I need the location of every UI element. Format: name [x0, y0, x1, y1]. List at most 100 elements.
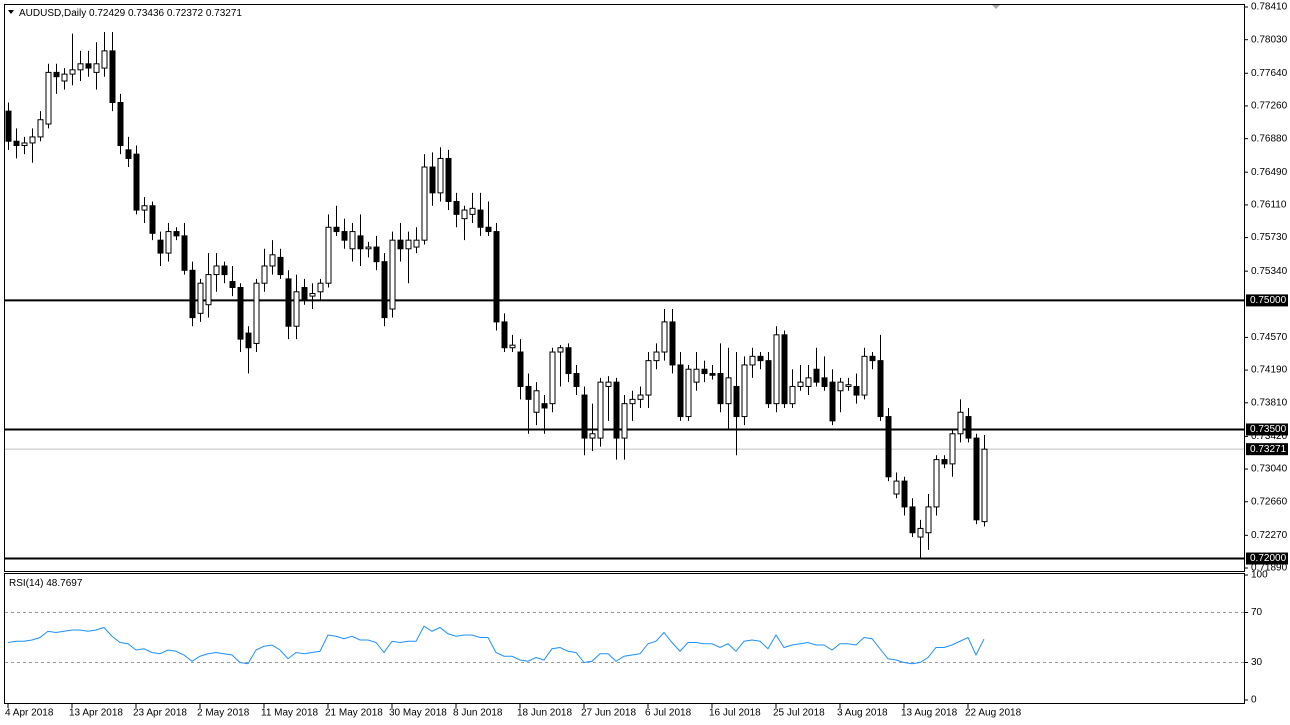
- candle-body: [389, 239, 396, 310]
- x-tick-label: 23 Apr 2018: [133, 708, 187, 719]
- candle-body: [533, 390, 540, 413]
- candle-body: [941, 459, 948, 465]
- candle-body: [581, 394, 588, 439]
- candle-body: [893, 480, 900, 495]
- x-tick-label: 2 May 2018: [197, 708, 250, 719]
- y-tick-label: 0.77260: [1251, 101, 1288, 112]
- x-tick-label: 22 Aug 2018: [965, 708, 1022, 719]
- candle-body: [605, 381, 612, 387]
- candle-body: [925, 506, 932, 534]
- candle-body: [293, 291, 300, 327]
- candle-body: [661, 321, 668, 353]
- candle-body: [173, 231, 180, 237]
- candle-body: [357, 235, 364, 250]
- candle-body: [765, 360, 772, 405]
- candle-body: [53, 71, 60, 78]
- candle-body: [629, 398, 636, 405]
- candle-body: [709, 373, 716, 376]
- candle-body: [21, 142, 28, 147]
- y-tick-label: 0.78030: [1251, 34, 1288, 45]
- candle-body: [341, 231, 348, 241]
- y-tick-label: 0.73420: [1251, 431, 1288, 442]
- candle-body: [805, 377, 812, 387]
- candle-body: [421, 166, 428, 241]
- level-label-box: [1246, 423, 1288, 436]
- x-tick-label: 11 May 2018: [261, 708, 319, 719]
- x-tick-label: 3 Aug 2018: [837, 708, 888, 719]
- shift-marker: [992, 5, 1000, 9]
- candle-body: [437, 157, 444, 194]
- candle-body: [325, 226, 332, 284]
- rsi-tick-label: 70: [1251, 607, 1263, 618]
- candle-body: [669, 321, 676, 366]
- rsi-line: [7, 625, 985, 665]
- candle-body: [229, 280, 236, 288]
- y-tick-label: 0.73040: [1251, 464, 1288, 475]
- candle-body: [653, 351, 660, 362]
- rsi-tick-label: 0: [1251, 695, 1257, 706]
- candle-body: [285, 278, 292, 327]
- candle-body: [869, 355, 876, 362]
- level-label-box: [1246, 552, 1288, 565]
- candle-body: [541, 403, 548, 409]
- symbol: AUDUSD,Daily: [19, 8, 86, 19]
- candle-body: [237, 287, 244, 340]
- candle-body: [109, 50, 116, 104]
- y-tick-label: 0.76490: [1251, 167, 1288, 178]
- rsi-header: RSI(14) 48.7697: [9, 578, 83, 589]
- candle-body: [621, 403, 628, 439]
- candle-body: [45, 71, 52, 125]
- level-label: 0.75000: [1250, 295, 1287, 306]
- candle-body: [181, 235, 188, 271]
- candle-body: [613, 381, 620, 439]
- x-tick-label: 27 Jun 2018: [581, 708, 636, 719]
- candle-body: [269, 254, 276, 267]
- menu-arrow[interactable]: [8, 10, 14, 14]
- rsi-panel: [4, 573, 1245, 704]
- y-tick-label: 0.72270: [1251, 530, 1288, 541]
- candle-body: [717, 373, 724, 405]
- candle-body: [525, 385, 532, 400]
- candle-body: [949, 433, 956, 465]
- candle-body: [877, 360, 884, 418]
- candle-body: [133, 153, 140, 211]
- candle-body: [637, 394, 644, 400]
- candle-body: [981, 448, 988, 523]
- price-label-box: [1246, 443, 1288, 456]
- candle-body: [157, 239, 164, 254]
- candle-body: [973, 437, 980, 521]
- candle-body: [733, 385, 740, 418]
- candle-body: [677, 364, 684, 418]
- candle-body: [565, 347, 572, 375]
- candle-body: [965, 416, 972, 439]
- chart-header: AUDUSD,Daily 0.72429 0.73436 0.72372 0.7…: [19, 8, 242, 19]
- candle-body: [861, 355, 868, 396]
- rsi-last: 48.7697: [46, 578, 83, 589]
- candle-body: [797, 381, 804, 387]
- candle-body: [213, 265, 220, 276]
- candle-body: [333, 226, 340, 233]
- rsi-title: RSI(14): [9, 578, 43, 589]
- candle-body: [85, 63, 92, 69]
- x-tick-label: 8 Jun 2018: [453, 708, 503, 719]
- level-label: 0.72000: [1250, 553, 1287, 564]
- candle-body: [365, 246, 372, 250]
- candle-body: [701, 368, 708, 375]
- y-tick-label: 0.78410: [1251, 2, 1288, 13]
- x-tick-label: 13 Aug 2018: [901, 708, 958, 719]
- y-tick-label: 0.77640: [1251, 68, 1288, 79]
- candle-body: [309, 293, 316, 297]
- candle-body: [773, 334, 780, 405]
- candle-body: [469, 207, 476, 215]
- rsi-tick-label: 30: [1251, 657, 1263, 668]
- candle-body: [909, 506, 916, 534]
- candle-body: [901, 480, 908, 508]
- candle-body: [37, 119, 44, 138]
- candle-body: [477, 209, 484, 228]
- candle-body: [245, 332, 252, 349]
- x-tick-label: 13 Apr 2018: [69, 708, 123, 719]
- candle-body: [301, 287, 308, 301]
- last-high: 0.73436: [128, 8, 165, 19]
- candle-body: [557, 347, 564, 353]
- candle-body: [821, 377, 828, 387]
